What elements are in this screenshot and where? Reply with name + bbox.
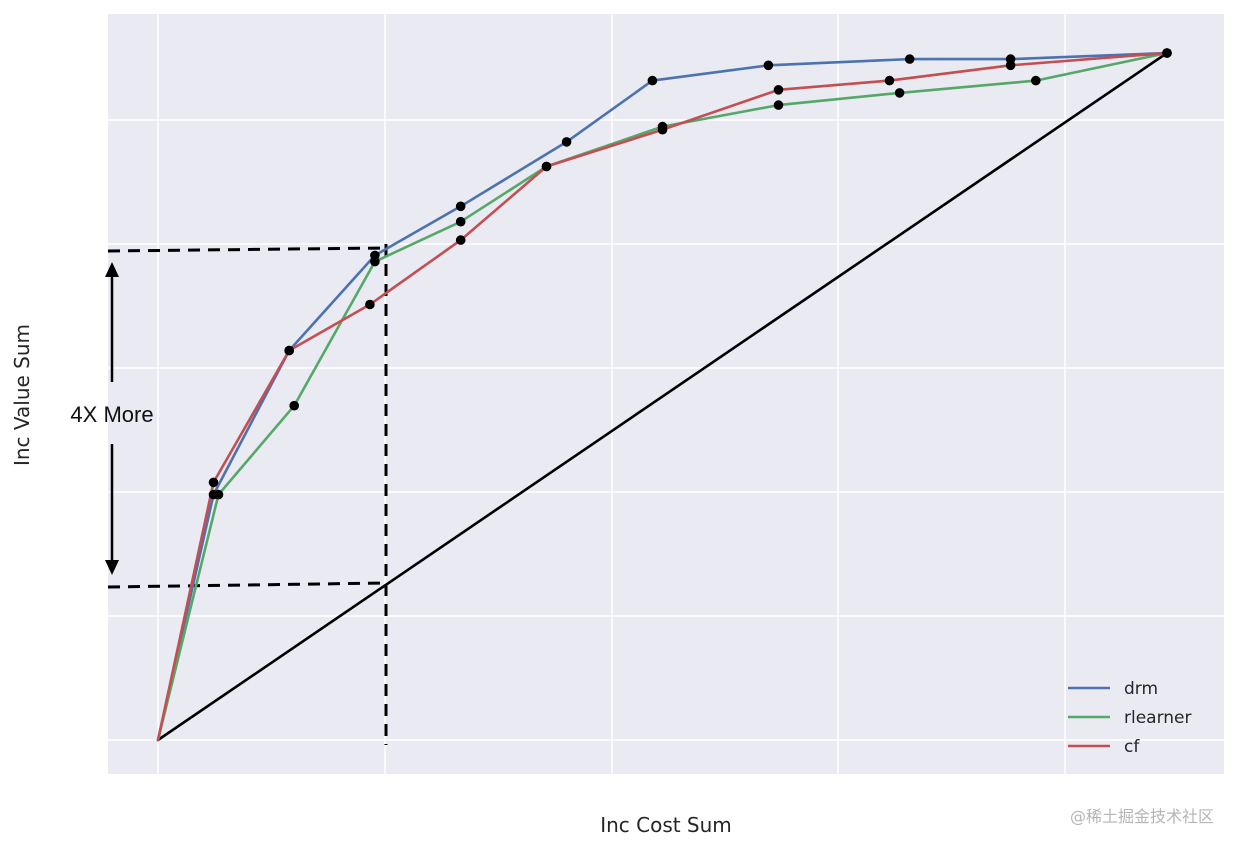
arrow-head-up: [105, 262, 119, 277]
legend-label-cf: cf: [1124, 737, 1140, 757]
x-axis-label: Inc Cost Sum: [600, 813, 732, 837]
point-rlearner-3: [370, 256, 380, 267]
point-cf-5: [541, 161, 552, 172]
point-drm-8: [904, 54, 915, 64]
guide-top: [107, 246, 387, 253]
point-cf-6: [657, 124, 668, 135]
point-rlearner-1: [213, 489, 224, 500]
legend: drm rlearner cf: [1068, 679, 1192, 757]
point-cf-8: [884, 75, 895, 86]
point-rlearner-8: [894, 88, 905, 98]
point-cf-4: [455, 235, 466, 245]
legend-label-rlearner: rlearner: [1124, 708, 1192, 728]
points-layer: [208, 48, 1172, 500]
point-drm-6: [647, 75, 658, 86]
point-cf-1: [208, 477, 219, 488]
dashed-guides: [107, 244, 388, 745]
point-rlearner-9: [1031, 75, 1041, 86]
watermark: @稀土掘金技术社区: [1070, 807, 1214, 826]
annotation-4x-more: 4X More: [70, 402, 153, 427]
series-line-diagonal: [156, 51, 1169, 742]
point-drm-7: [763, 60, 774, 71]
point-cf-2: [284, 345, 295, 356]
point-cf-7: [773, 85, 784, 95]
y-axis-label: Inc Value Sum: [10, 324, 34, 466]
point-cf-9: [1005, 60, 1016, 71]
legend-label-drm: drm: [1124, 679, 1158, 699]
point-rlearner-4: [455, 216, 466, 227]
point-rlearner-2: [289, 400, 300, 411]
guide-bottom: [107, 581, 387, 589]
point-cf-3: [365, 299, 375, 310]
point-rlearner-7: [773, 100, 784, 110]
point-drm-4: [455, 201, 466, 212]
arrow-head-down: [105, 560, 119, 575]
point-drm-5: [561, 137, 572, 147]
4x-more-arrow: [105, 262, 119, 575]
point-cf-10: [1162, 48, 1172, 58]
